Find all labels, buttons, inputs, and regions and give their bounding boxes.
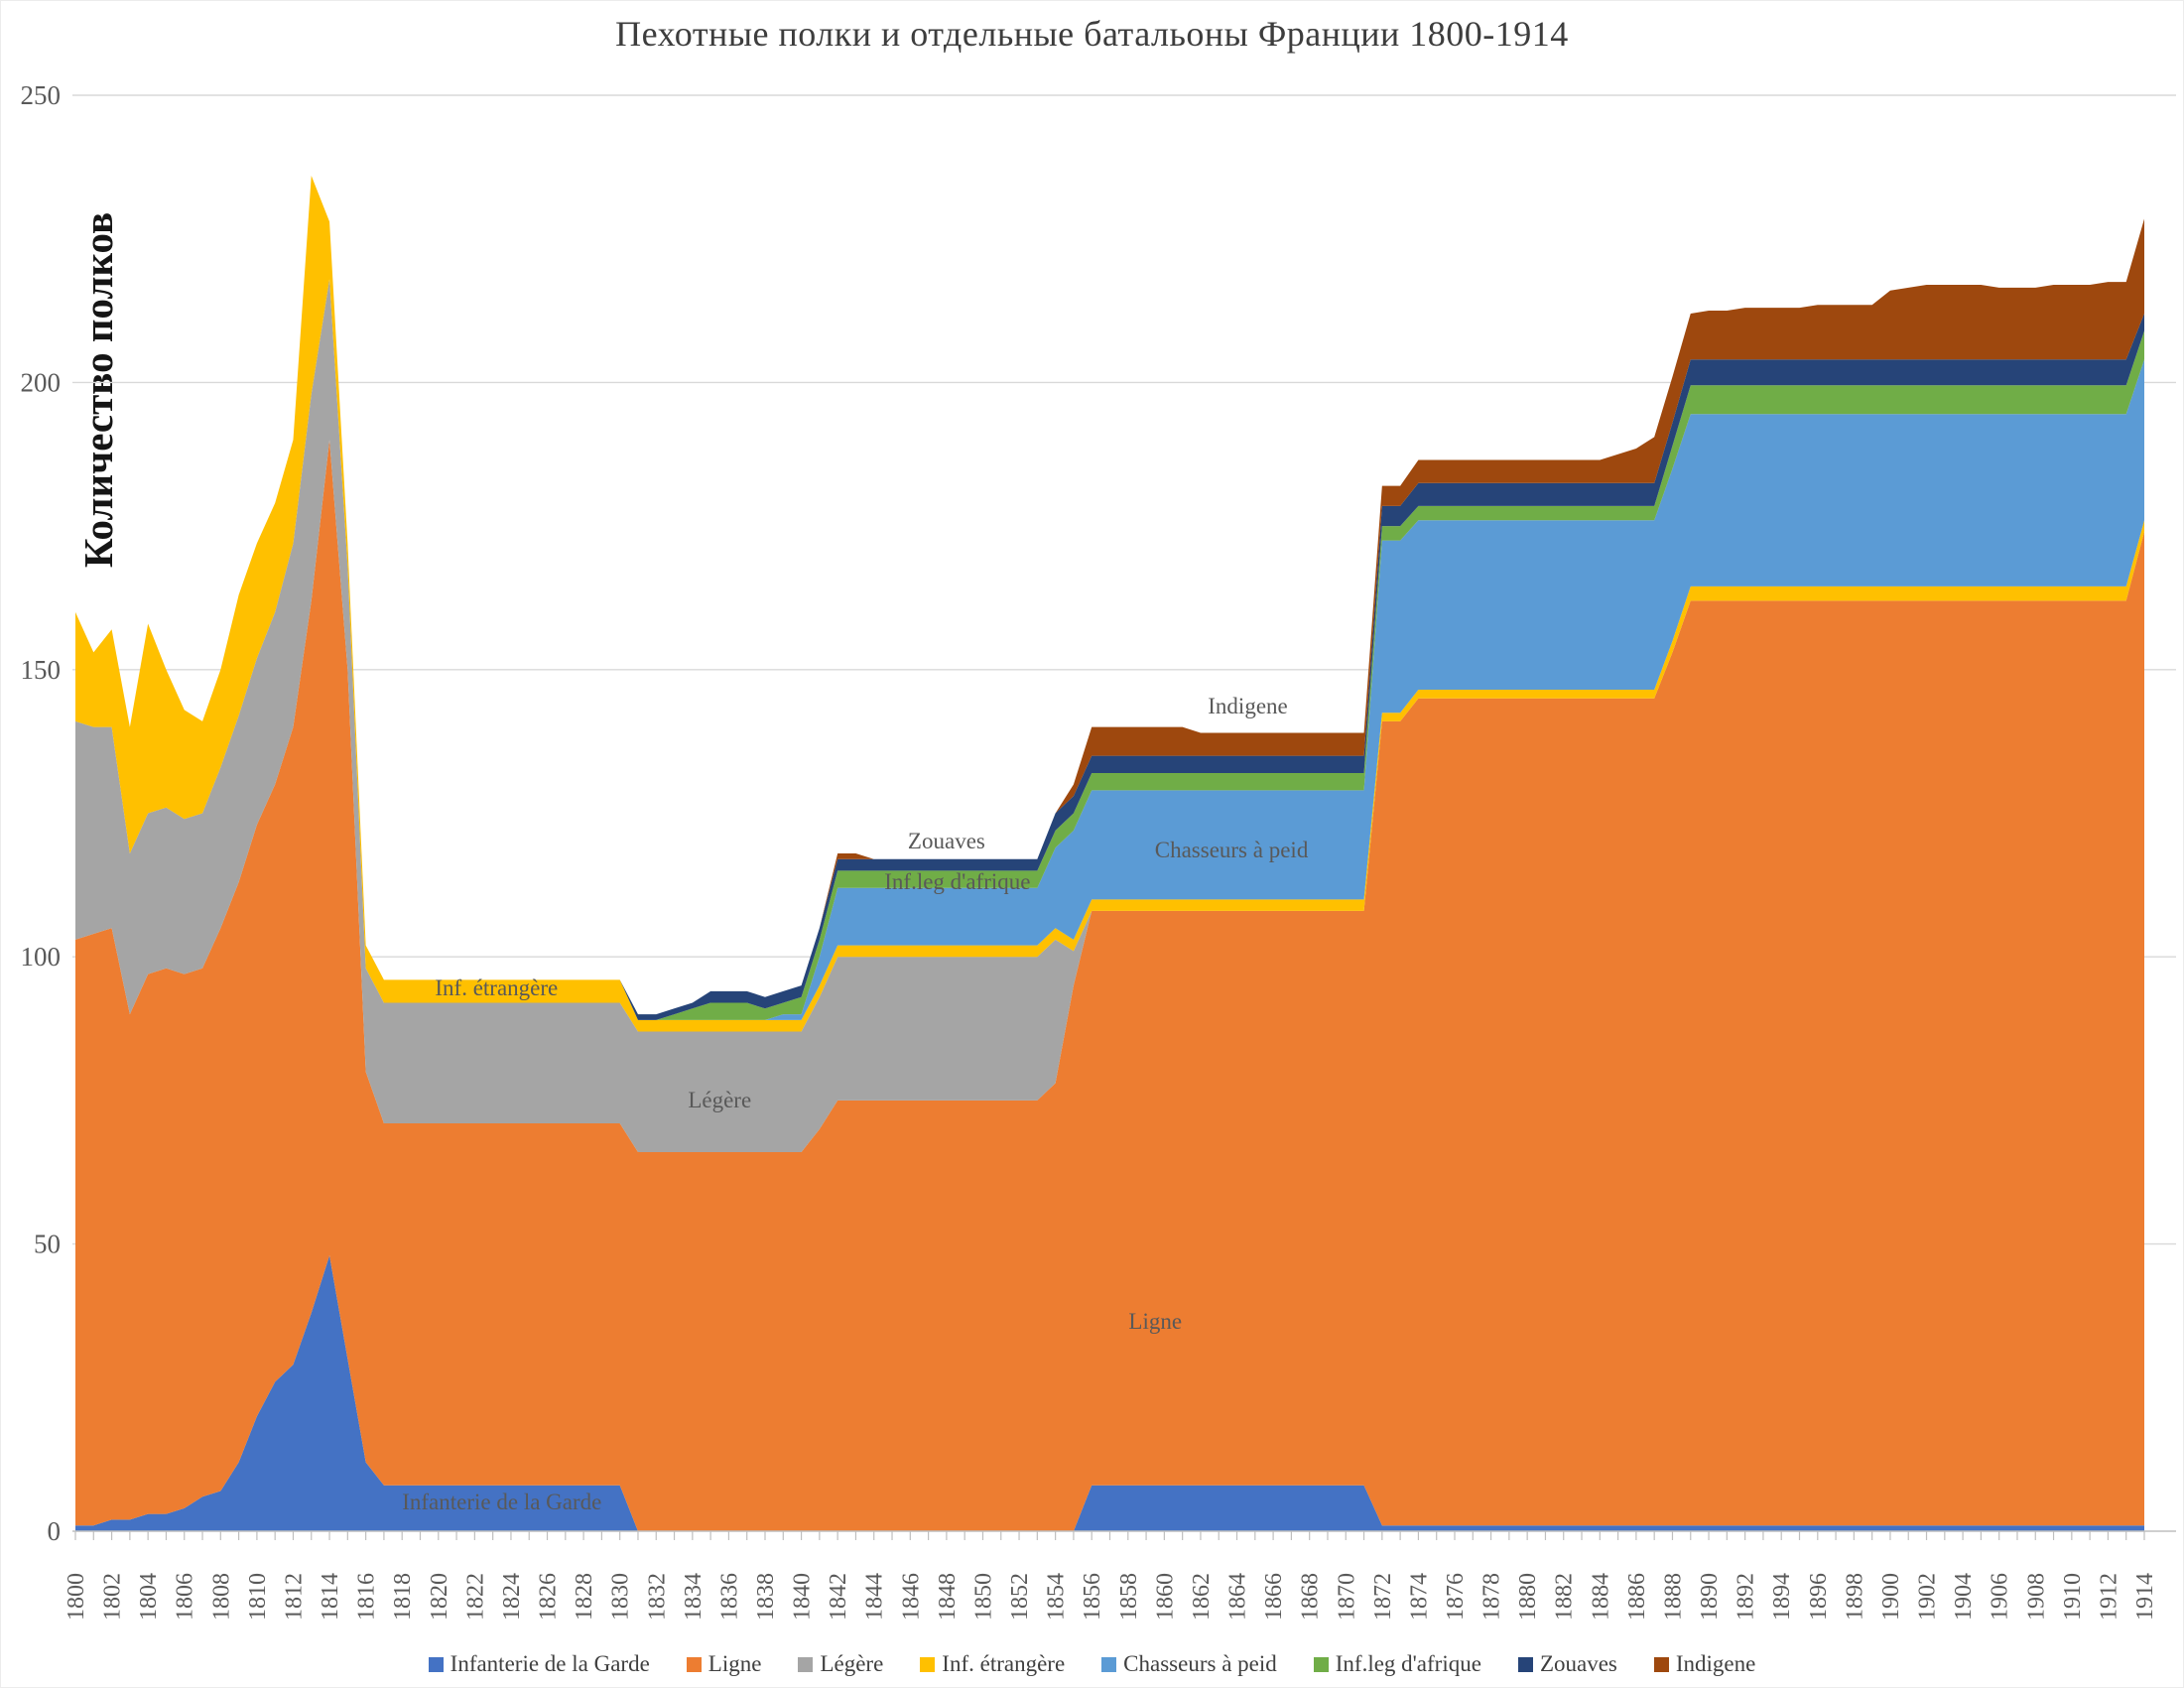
x-tick-label: 1892	[1734, 1573, 1759, 1621]
x-tick-label: 1802	[100, 1573, 126, 1621]
y-tick-label: 50	[34, 1230, 61, 1259]
x-tick-label: 1886	[1624, 1573, 1650, 1621]
x-tick-label: 1900	[1878, 1573, 1904, 1621]
legend-item-Ligne[interactable]: Ligne	[686, 1651, 762, 1677]
x-tick-label: 1880	[1515, 1573, 1541, 1621]
legend-swatch-icon	[1517, 1656, 1533, 1672]
legend-item-Infanterie de la Garde[interactable]: Infanterie de la Garde	[428, 1651, 650, 1677]
y-tick-label: 100	[21, 942, 62, 972]
x-tick-label: 1888	[1660, 1573, 1686, 1621]
legend-item-Indigene[interactable]: Indigene	[1653, 1651, 1756, 1677]
legend-swatch-icon	[1101, 1656, 1117, 1672]
legend-item-Inf.leg d'afrique[interactable]: Inf.leg d'afrique	[1313, 1651, 1481, 1677]
legend-swatch-icon	[1653, 1656, 1669, 1672]
x-tick-label: 1868	[1298, 1573, 1324, 1621]
x-tick-label: 1818	[390, 1573, 416, 1621]
x-tick-label: 1882	[1552, 1573, 1578, 1621]
legend-item-Inf. étrangère[interactable]: Inf. étrangère	[920, 1651, 1065, 1677]
x-tick-label: 1810	[245, 1573, 271, 1621]
x-tick-label: 1878	[1479, 1573, 1505, 1621]
x-tick-label: 1894	[1769, 1573, 1795, 1621]
y-tick-label: 200	[21, 367, 62, 397]
legend-label: Légère	[820, 1651, 884, 1676]
legend-label: Infanterie de la Garde	[450, 1651, 650, 1676]
x-tick-label: 1904	[1951, 1573, 1977, 1621]
x-tick-label: 1864	[1225, 1573, 1251, 1621]
x-tick-label: 1908	[2023, 1573, 2049, 1621]
x-tick-label: 1830	[608, 1573, 634, 1621]
x-tick-label: 1852	[1007, 1573, 1033, 1621]
area-series-Chasseurs à peid	[75, 176, 2144, 1020]
legend-swatch-icon	[428, 1656, 444, 1672]
legend-swatch-icon	[686, 1656, 702, 1672]
x-tick-label: 1844	[862, 1573, 888, 1621]
area-series-Ligne	[75, 440, 2144, 1531]
x-tick-label: 1912	[2096, 1573, 2121, 1621]
x-tick-label: 1870	[1334, 1573, 1359, 1621]
legend-label: Inf.leg d'afrique	[1335, 1651, 1481, 1676]
chart-title: Пехотные полки и отдельные батальоны Фра…	[615, 14, 1569, 54]
legend-item-Chasseurs à peid[interactable]: Chasseurs à peid	[1101, 1651, 1277, 1677]
legend-label: Chasseurs à peid	[1123, 1651, 1277, 1676]
x-tick-label: 1876	[1443, 1573, 1469, 1621]
x-tick-label: 1884	[1588, 1573, 1613, 1621]
x-tick-label: 1848	[935, 1573, 961, 1621]
x-tick-label: 1890	[1697, 1573, 1723, 1621]
x-tick-label: 1814	[318, 1573, 343, 1621]
x-tick-label: 1906	[1988, 1573, 2013, 1621]
legend-label: Inf. étrangère	[942, 1651, 1066, 1676]
x-tick-label: 1842	[826, 1573, 851, 1621]
x-tick-label: 1828	[572, 1573, 597, 1621]
x-tick-label: 1826	[536, 1573, 562, 1621]
x-tick-label: 1862	[1189, 1573, 1215, 1621]
legend-item-Légère[interactable]: Légère	[798, 1651, 883, 1677]
x-tick-label: 1816	[354, 1573, 380, 1621]
x-tick-label: 1854	[1044, 1573, 1070, 1621]
x-tick-label: 1834	[681, 1573, 707, 1621]
x-tick-label: 1858	[1116, 1573, 1142, 1621]
x-tick-label: 1800	[64, 1573, 89, 1621]
x-tick-label: 1832	[644, 1573, 670, 1621]
y-tick-label: 250	[21, 80, 62, 110]
x-tick-label: 1836	[716, 1573, 742, 1621]
legend-swatch-icon	[920, 1656, 936, 1672]
legend-label: Ligne	[707, 1651, 762, 1676]
x-tick-label: 1822	[462, 1573, 488, 1621]
legend-label: Indigene	[1675, 1651, 1756, 1676]
x-tick-label: 1910	[2060, 1573, 2086, 1621]
x-tick-label: 1850	[970, 1573, 996, 1621]
x-tick-label: 1808	[208, 1573, 234, 1621]
legend-swatch-icon	[1313, 1656, 1329, 1672]
x-tick-label: 1840	[790, 1573, 816, 1621]
legend-item-Zouaves[interactable]: Zouaves	[1517, 1651, 1617, 1677]
x-tick-label: 1838	[753, 1573, 779, 1621]
y-tick-label: 0	[48, 1516, 62, 1546]
x-tick-label: 1812	[281, 1573, 307, 1621]
x-tick-label: 1806	[173, 1573, 198, 1621]
area-series-Infanterie de la Garde	[75, 1255, 2144, 1531]
x-tick-label: 1820	[427, 1573, 452, 1621]
x-tick-label: 1856	[1080, 1573, 1105, 1621]
x-tick-label: 1860	[1152, 1573, 1178, 1621]
x-tick-label: 1824	[499, 1573, 525, 1621]
legend-swatch-icon	[798, 1656, 814, 1672]
x-tick-label: 1898	[1842, 1573, 1867, 1621]
x-tick-label: 1896	[1806, 1573, 1832, 1621]
legend-label: Zouaves	[1539, 1651, 1617, 1676]
x-tick-label: 1846	[898, 1573, 924, 1621]
legend: Infanterie de la Garde Ligne Légère Inf. ét…	[1, 1651, 2183, 1677]
x-tick-label: 1874	[1406, 1573, 1432, 1621]
x-tick-label: 1804	[136, 1573, 162, 1621]
x-tick-label: 1866	[1261, 1573, 1287, 1621]
x-tick-label: 1914	[2132, 1573, 2158, 1621]
x-tick-label: 1872	[1370, 1573, 1396, 1621]
y-tick-label: 150	[21, 655, 62, 685]
x-tick-label: 1902	[1915, 1573, 1941, 1621]
